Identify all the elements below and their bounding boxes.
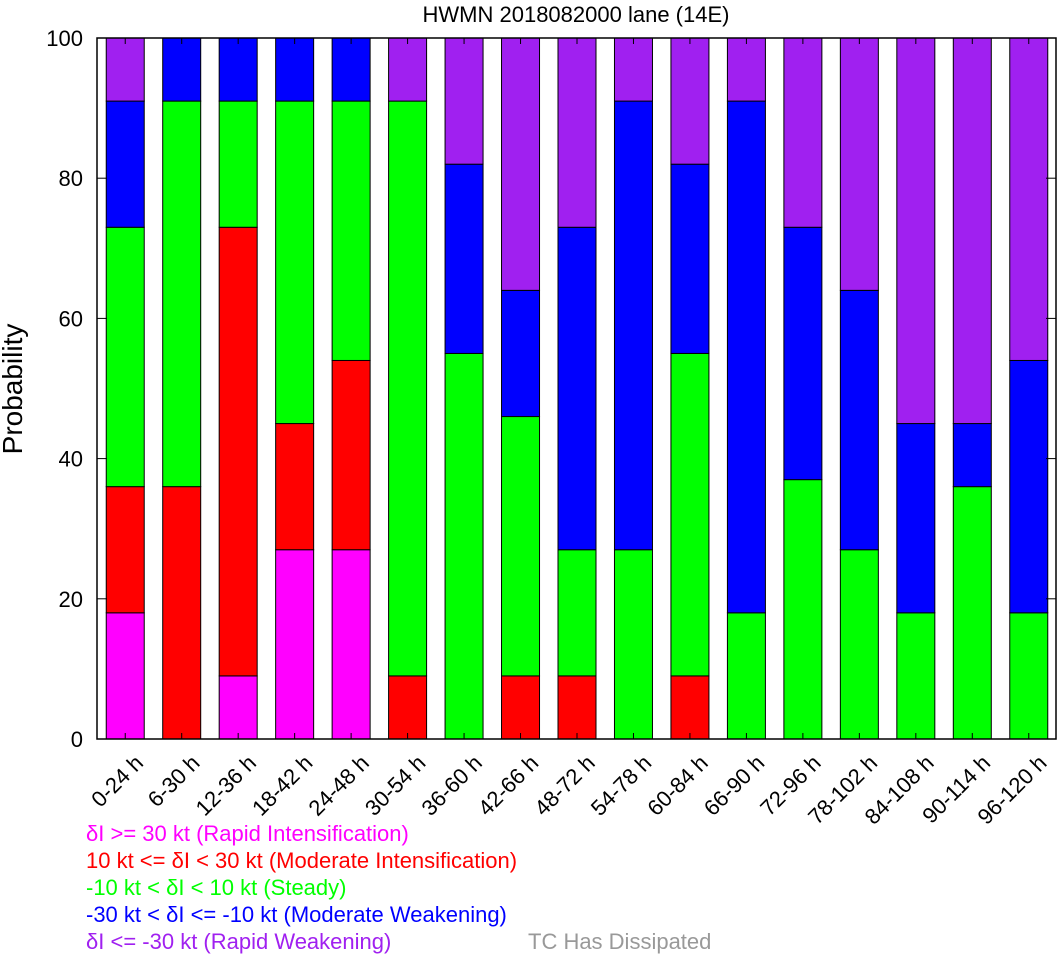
legend-tc-dissipated: TC Has Dissipated [528,929,712,954]
bar-segment-42-66-h-series-1 [501,675,541,740]
bar-segment-48-72-h-series-3 [557,226,597,551]
bar-segment-42-66-h-series-3 [501,289,541,418]
bar-segment-84-108-h-series-3 [896,423,936,614]
bar-segment-78-102-h-series-3 [839,289,879,551]
bar-segment-24-48-h-series-0 [331,549,371,740]
bar-segment-54-78-h-series-4 [613,37,653,102]
legend: δI >= 30 kt (Rapid Intensification) 10 k… [86,820,517,955]
x-tick-label-18-42-h: 18-42 h [247,750,317,820]
x-tick-label-36-60-h: 36-60 h [416,750,486,820]
bar-segment-84-108-h-series-4 [896,37,936,425]
bar-segment-66-90-h-series-3 [726,100,766,614]
bar-segment-90-114-h-series-3 [952,423,992,488]
bar-segment-42-66-h-series-4 [501,37,541,291]
bar-segment-12-36-h-series-1 [218,226,258,677]
legend-moderate-intensification: 10 kt <= δI < 30 kt (Moderate Intensific… [86,848,518,873]
bar-segment-0-24-h-series-0 [105,612,145,740]
x-tick-label-30-54-h: 30-54 h [360,750,430,820]
y-tick-label-100: 100 [46,26,83,51]
y-tick-label-60: 60 [59,306,83,331]
y-tick-label-80: 80 [59,166,83,191]
x-tick-label-48-72-h: 48-72 h [529,750,599,820]
bar-segment-84-108-h-series-2 [896,612,936,740]
bar-segment-30-54-h-series-2 [388,100,428,677]
x-tick-label-66-90-h: 66-90 h [699,750,769,820]
bar-segment-72-96-h-series-2 [783,479,823,740]
bar-segment-24-48-h-series-2 [331,100,371,361]
bar-segment-18-42-h-series-3 [275,37,315,102]
bar-segment-54-78-h-series-3 [613,100,653,551]
bar-segment-96-120-h-series-4 [1009,37,1049,361]
bar-segment-48-72-h-series-4 [557,37,597,228]
bar-segment-60-84-h-series-4 [670,37,710,165]
bar-segment-54-78-h-series-2 [613,549,653,740]
chart-title: HWMN 2018082000 lane (14E) [423,2,730,27]
bar-segment-6-30-h-series-1 [162,486,202,740]
bar-segment-90-114-h-series-4 [952,37,992,425]
legend-moderate-weakening: -30 kt < δI <= -10 kt (Moderate Weakenin… [86,902,507,927]
bar-segment-48-72-h-series-1 [557,675,597,740]
x-tick-label-54-78-h: 54-78 h [586,750,656,820]
bar-segment-78-102-h-series-2 [839,549,879,740]
bar-segment-96-120-h-series-3 [1009,359,1049,614]
x-tick-label-0-24-h: 0-24 h [86,750,148,812]
bar-segment-0-24-h-series-3 [105,100,145,228]
bar-segment-12-36-h-series-3 [218,37,258,102]
bar-segment-66-90-h-series-4 [726,37,766,102]
bar-segment-24-48-h-series-3 [331,37,371,102]
bar-segment-72-96-h-series-4 [783,37,823,228]
bar-segment-12-36-h-series-0 [218,675,258,740]
bar-segment-36-60-h-series-3 [444,163,484,354]
bar-segment-42-66-h-series-2 [501,416,541,677]
x-tick-label-60-84-h: 60-84 h [642,750,712,820]
bar-segment-0-24-h-series-1 [105,486,145,614]
bar-segment-66-90-h-series-2 [726,612,766,740]
bar-segment-30-54-h-series-1 [388,675,428,740]
legend-steady: -10 kt < δI < 10 kt (Steady) [86,875,347,900]
bar-segment-36-60-h-series-4 [444,37,484,165]
bar-segment-90-114-h-series-2 [952,486,992,740]
bar-segment-18-42-h-series-1 [275,423,315,551]
bar-segment-18-42-h-series-0 [275,549,315,740]
bar-segment-78-102-h-series-4 [839,37,879,291]
x-tick-label-24-48-h: 24-48 h [304,750,374,820]
bar-segment-48-72-h-series-2 [557,549,597,677]
bar-segment-18-42-h-series-2 [275,100,315,425]
bar-segment-36-60-h-series-2 [444,352,484,740]
legend-rapid-weakening: δI <= -30 kt (Rapid Weakening) [86,929,392,954]
bar-segment-72-96-h-series-3 [783,226,823,481]
bar-segment-24-48-h-series-1 [331,359,371,551]
x-tick-label-42-66-h: 42-66 h [473,750,543,820]
bar-segment-12-36-h-series-2 [218,100,258,228]
bar-segment-0-24-h-series-2 [105,226,145,488]
y-tick-label-0: 0 [71,727,83,752]
bar-segment-60-84-h-series-1 [670,675,710,740]
y-axis-label: Probability [0,324,28,455]
bar-segment-60-84-h-series-2 [670,352,710,677]
y-tick-label-40: 40 [59,447,83,472]
bar-segment-30-54-h-series-4 [388,37,428,102]
y-tick-label-20: 20 [59,587,83,612]
bar-segment-6-30-h-series-2 [162,100,202,488]
bars-group [105,37,1049,740]
bar-segment-6-30-h-series-3 [162,37,202,102]
bar-segment-0-24-h-series-4 [105,37,145,102]
bar-segment-96-120-h-series-2 [1009,612,1049,740]
x-tick-label-12-36-h: 12-36 h [191,750,261,820]
plot-frame [96,37,1057,740]
legend-rapid-intensification: δI >= 30 kt (Rapid Intensification) [86,821,409,846]
bar-segment-60-84-h-series-3 [670,163,710,354]
